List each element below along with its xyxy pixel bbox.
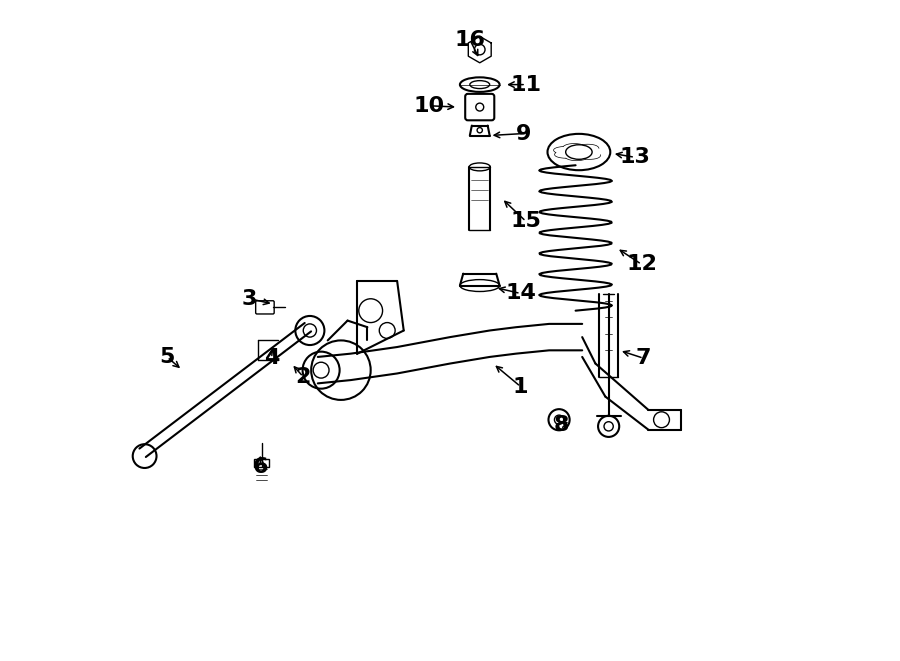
Text: 15: 15 — [510, 212, 542, 231]
Text: 1: 1 — [513, 377, 528, 397]
Text: 9: 9 — [517, 124, 532, 143]
Text: 13: 13 — [619, 147, 651, 167]
Text: 6: 6 — [253, 457, 268, 477]
Text: 2: 2 — [295, 367, 310, 387]
Text: 11: 11 — [510, 75, 542, 95]
Text: 10: 10 — [413, 96, 445, 116]
Text: 7: 7 — [636, 348, 652, 368]
Text: 12: 12 — [626, 254, 657, 274]
Text: 3: 3 — [242, 289, 257, 309]
Text: 5: 5 — [159, 347, 175, 367]
Text: 14: 14 — [505, 284, 536, 303]
Text: 16: 16 — [454, 30, 485, 50]
Text: 8: 8 — [554, 415, 569, 435]
Text: 4: 4 — [264, 348, 279, 368]
